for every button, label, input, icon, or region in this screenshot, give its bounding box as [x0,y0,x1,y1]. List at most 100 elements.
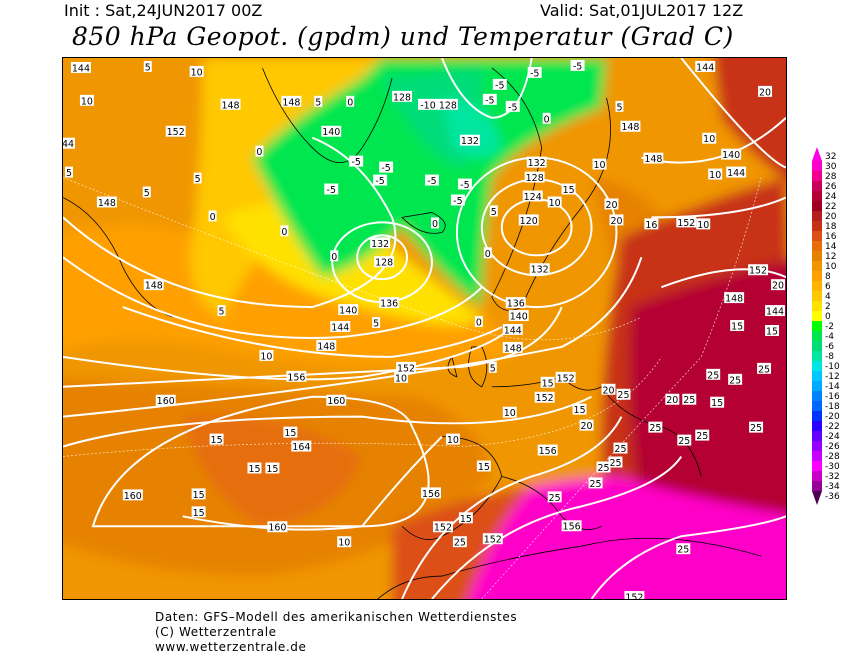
contour-label-background [372,317,381,329]
legend-label: -12 [825,372,840,382]
legend-label: 2 [825,302,831,312]
contour-label: 15 [211,435,223,446]
contour-label: 120 [520,216,538,227]
contour-label-background [534,391,555,403]
legend-label: -16 [825,392,840,402]
contour-label: 44 [62,139,74,150]
contour-label-background [749,421,764,433]
contour-label-background [324,183,339,195]
contour-label: 0 [485,249,491,260]
contour-label: 10 [549,198,561,209]
legend-swatch [812,361,822,371]
contour-label: 20 [605,200,617,211]
contour-label-background [396,361,417,373]
contour-label: 20 [759,87,771,98]
legend-label: 0 [825,312,831,322]
legend-label: 14 [825,242,837,252]
contour-label-background [70,61,91,73]
contour-label: 15 [731,322,743,333]
contour-label: 156 [539,446,557,457]
contour-label-background [482,533,503,545]
legend-swatch [812,281,822,291]
contour-label: 148 [644,154,662,165]
contour-label-background [502,324,523,335]
contour-label: -10 [420,100,435,111]
contour-label: -5 [453,196,462,207]
contour-label: 152 [484,535,502,546]
legend-swatch [812,411,822,421]
contour-label-background [604,198,619,210]
contour-label-background [695,60,716,72]
legend-label: 12 [825,252,836,262]
contour-label-background [330,321,351,332]
contour-label: 0 [281,227,287,238]
contour-label-background [314,95,323,107]
contour-label: 25 [707,370,719,381]
contour-label-background [537,444,558,456]
contour-label: 20 [666,395,678,406]
contour-label: 5 [315,97,321,108]
contour-label: 144 [696,62,714,73]
legend-label: -32 [825,472,840,482]
contour-label-background [291,440,312,452]
contour-label: 5 [373,319,379,330]
contour-label-background [529,263,550,275]
temperature-field [63,58,786,599]
contour-label-background [255,145,264,157]
contour-label: 10 [260,351,272,362]
contour-label-background [373,174,388,186]
contour-label: 128 [439,100,457,111]
legend-label: 16 [825,232,837,242]
contour-label: -5 [573,61,582,72]
contour-label-background [665,393,680,405]
contour-label: 152 [434,523,452,534]
contour-label-background [346,95,355,107]
legend-swatch [812,461,822,471]
contour-label-background [518,214,539,226]
contour-label: 20 [610,216,622,227]
contour-label-background [165,125,186,137]
contour-label-background [217,305,226,317]
contour-label-background [708,168,723,180]
contour-label-background [488,361,497,373]
contour-label: 136 [380,299,398,310]
contour-label-background [648,421,663,433]
valid-time: Valid: Sat,01JUL2017 12Z [540,1,744,20]
contour-label-background [616,388,631,400]
contour-label: -5 [327,185,336,196]
contour-label-background [765,325,780,336]
contour-label: 0 [476,318,482,329]
contour-label-background [643,152,664,164]
contour-label-background [608,456,623,468]
legend-swatch [812,491,822,505]
init-time: Init : Sat,24JUN2017 00Z [64,1,263,20]
contour-label-background [524,171,545,183]
legend-swatch [812,341,822,351]
temperature-color-legend: 32302826242220181614121086420-2-4-6-8-10… [812,147,840,505]
contour-label: -5 [351,157,360,168]
contour-label: 25 [609,458,621,469]
contour-label: 10 [697,220,709,231]
contour-label: 140 [722,150,740,161]
contour-label-background [432,521,453,533]
contour-label: 144 [504,325,522,336]
contour-label: 15 [766,326,778,337]
legend-swatch [812,401,822,411]
contour-label-background [561,183,576,195]
legend-swatch [812,291,822,301]
legend-swatch [812,421,822,431]
contour-label: -5 [495,80,504,91]
contour-label-background [64,166,73,178]
footer-data-source: Daten: GFS–Modell des amerikanischen Wet… [155,610,518,624]
contour-label-background [748,264,769,276]
contour-label: 128 [375,258,393,269]
contour-label-background [265,462,280,474]
contour-label-background [522,190,543,202]
legend-label: 28 [825,172,837,182]
legend-label: -28 [825,452,840,462]
contour-label-background [326,394,347,406]
contour-label-background [555,371,576,383]
contour-label: 15 [248,464,260,475]
contour-label-background [283,426,298,438]
contour-label: 10 [709,170,721,181]
